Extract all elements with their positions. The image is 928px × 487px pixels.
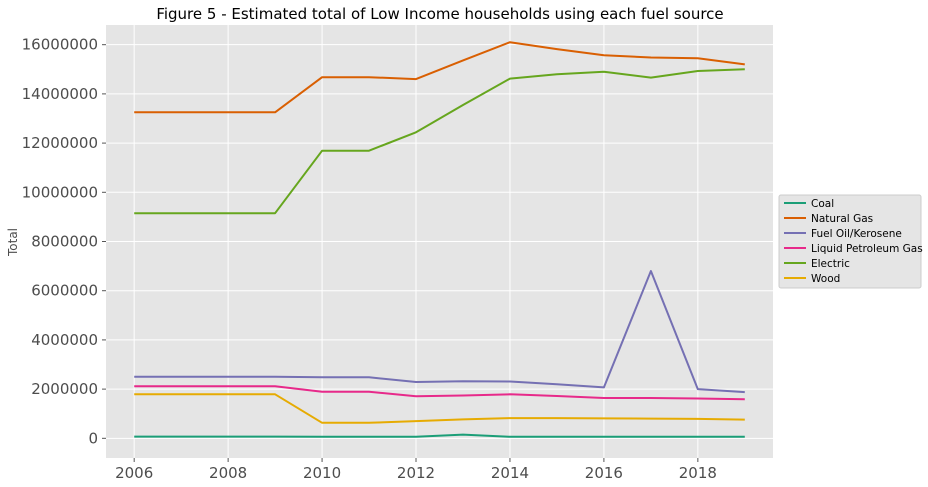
legend: Coal Natural Gas Fuel Oil/Kerosene Liquid P…	[778, 194, 923, 289]
gridlines	[106, 25, 773, 458]
y-tick-label: 4000000	[31, 331, 98, 349]
legend-label: Wood	[811, 273, 840, 285]
y-tick-label: 0	[88, 429, 98, 447]
legend-label: Liquid Petroleum Gas	[811, 243, 923, 255]
series-lines	[134, 41, 745, 438]
series-line-natural-gas	[134, 41, 745, 114]
series-line-fuel-oil-kerosene	[134, 270, 745, 394]
x-tick-label: 2014	[491, 464, 529, 482]
series-line-coal	[134, 433, 745, 438]
legend-items: Coal Natural Gas Fuel Oil/Kerosene Liquid P…	[784, 198, 923, 285]
x-tick-label: 2008	[209, 464, 247, 482]
series-line-electric	[134, 68, 745, 215]
x-tick-label: 2010	[303, 464, 341, 482]
x-tick-label: 2016	[585, 464, 623, 482]
y-tick-label: 10000000	[22, 183, 98, 201]
legend-frame	[778, 194, 922, 289]
y-tick-label: 8000000	[31, 233, 98, 251]
y-axis-ticks: 0 2000000 4000000 6000000 8000000 10000000 120…	[22, 36, 106, 447]
legend-label: Fuel Oil/Kerosene	[811, 228, 902, 240]
y-axis-label: Total	[6, 228, 20, 257]
x-tick-label: 2006	[115, 464, 153, 482]
y-tick-label: 16000000	[22, 36, 98, 54]
legend-label: Electric	[811, 258, 850, 270]
y-tick-label: 6000000	[31, 282, 98, 300]
y-tick-label: 14000000	[22, 85, 98, 103]
x-axis-ticks: 2006 2008 2010 2012 2014 2016 2018	[115, 458, 717, 482]
x-tick-label: 2012	[397, 464, 435, 482]
x-tick-label: 2018	[679, 464, 717, 482]
legend-label: Natural Gas	[811, 213, 873, 225]
y-tick-label: 2000000	[31, 380, 98, 398]
legend-label: Coal	[811, 198, 834, 210]
series-line-wood	[134, 393, 745, 424]
y-tick-label: 12000000	[22, 134, 98, 152]
series-line-liquid-petroleum-gas	[134, 385, 745, 401]
chart-title: Figure 5 - Estimated total of Low Income…	[156, 5, 723, 23]
